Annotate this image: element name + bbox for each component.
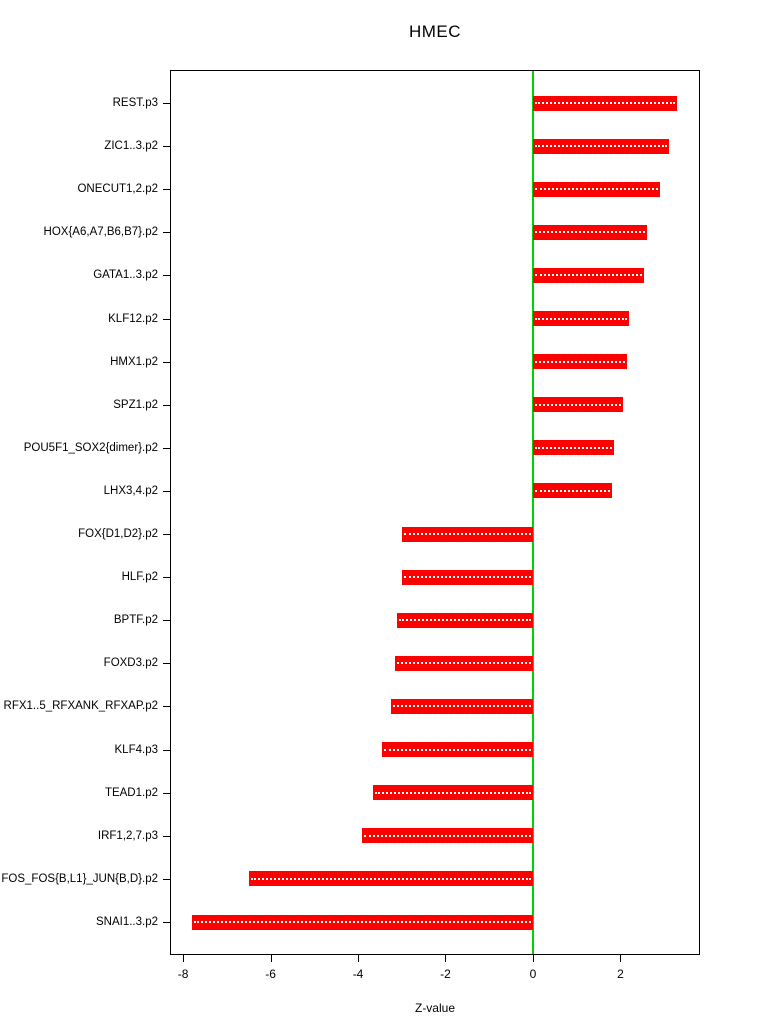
y-axis-label: BPTF.p2 (113, 614, 158, 627)
y-axis-label: ONECUT1,2.p2 (77, 183, 158, 196)
y-tick (163, 361, 170, 363)
bar-dash (397, 662, 531, 665)
x-axis-label: Z-value (414, 1001, 455, 1015)
bar (532, 354, 627, 370)
x-tick-label: -8 (177, 967, 189, 981)
bar (532, 224, 647, 240)
y-tick (163, 620, 170, 622)
y-tick (163, 189, 170, 191)
bar (401, 526, 533, 542)
bar-dash (534, 102, 676, 104)
bar (532, 397, 623, 413)
y-tick (163, 663, 170, 665)
bar-dash (392, 705, 531, 708)
bar-dash (534, 403, 621, 406)
y-tick (163, 792, 170, 794)
x-tick (532, 955, 534, 962)
bar-dash (193, 921, 531, 923)
y-axis-label: SNAI1..3.p2 (95, 916, 158, 928)
bar (401, 569, 533, 585)
bar (373, 785, 533, 801)
x-tick-label: -6 (265, 967, 276, 981)
y-axis-label: FOS_FOS{B,L1}_JUN{B,D}.p2 (1, 872, 158, 885)
zero-line (531, 71, 534, 954)
x-tick (445, 955, 447, 962)
y-axis-label: REST.p3 (112, 97, 158, 109)
bar-dash (364, 834, 531, 837)
y-tick (163, 447, 170, 449)
y-tick (163, 922, 170, 923)
x-tick-label: 0 (529, 967, 537, 981)
y-axis-label: RFX1..5_RFXANK_RFXAP.p2 (3, 700, 158, 713)
bar-dash (534, 274, 643, 277)
y-tick (163, 146, 170, 148)
bar (248, 871, 533, 887)
bar-dash (384, 748, 531, 751)
y-axis-label: LHX3,4.p2 (103, 484, 158, 497)
y-axis-label: TEAD1.p2 (104, 786, 158, 799)
y-axis-label: SPZ1.p2 (113, 398, 158, 411)
bar-dash (399, 619, 531, 622)
y-tick (163, 404, 170, 406)
y-tick (163, 103, 170, 104)
y-tick (163, 835, 170, 837)
y-axis-label: FOX{D1,D2}.p2 (78, 528, 158, 541)
x-tick (183, 955, 185, 962)
bar-dash (375, 791, 531, 794)
x-tick (620, 955, 622, 962)
bar (532, 267, 645, 283)
y-axis-label: KLF12.p2 (108, 312, 158, 325)
y-axis-label: ZIC1..3.p2 (104, 140, 158, 153)
chart-title: HMEC (408, 22, 462, 41)
bar-dash (534, 231, 645, 234)
x-tick-label: 2 (617, 967, 624, 981)
bar-dash (534, 188, 658, 191)
bar (532, 483, 612, 499)
bar-dash (403, 533, 531, 536)
plot-area (170, 70, 700, 955)
bar (397, 612, 533, 628)
y-tick (163, 534, 170, 536)
y-axis-label: IRF1,2,7.p3 (97, 829, 158, 842)
y-tick (163, 706, 170, 708)
bar-dash (534, 446, 612, 449)
bar (362, 828, 533, 844)
bar (390, 698, 533, 714)
bar-dash (250, 877, 531, 880)
bar (382, 742, 533, 758)
x-tick (270, 955, 272, 962)
y-axis-label: HLF.p2 (121, 571, 158, 584)
bar-dash (534, 317, 628, 320)
bar (532, 138, 669, 154)
y-tick (163, 490, 170, 492)
bar (532, 440, 614, 456)
y-tick (163, 275, 170, 277)
y-tick (163, 878, 170, 880)
bar-dash (534, 489, 610, 492)
y-axis-label: HMX1.p2 (110, 355, 158, 368)
bar (532, 181, 660, 197)
y-axis-label: FOXD3.p2 (103, 657, 158, 670)
x-tick-label: -4 (352, 967, 364, 981)
y-tick (163, 577, 170, 579)
y-axis-label: GATA1..3.p2 (93, 269, 158, 282)
y-tick (163, 232, 170, 234)
y-tick (163, 749, 170, 751)
bar (532, 311, 630, 327)
y-axis-label: POU5F1_SOX2{dimer}.p2 (23, 441, 158, 454)
x-tick (358, 955, 360, 962)
bar (395, 655, 533, 671)
y-axis-label: HOX{A6,A7,B6,B7}.p2 (43, 226, 158, 239)
bar-dash (534, 145, 667, 148)
bar (532, 95, 678, 111)
bar (191, 914, 533, 930)
bar-dash (403, 576, 531, 579)
bar-dash (534, 360, 625, 363)
x-tick-label: -2 (440, 967, 451, 981)
y-tick (163, 318, 170, 320)
y-axis-label: KLF4.p3 (114, 743, 158, 756)
